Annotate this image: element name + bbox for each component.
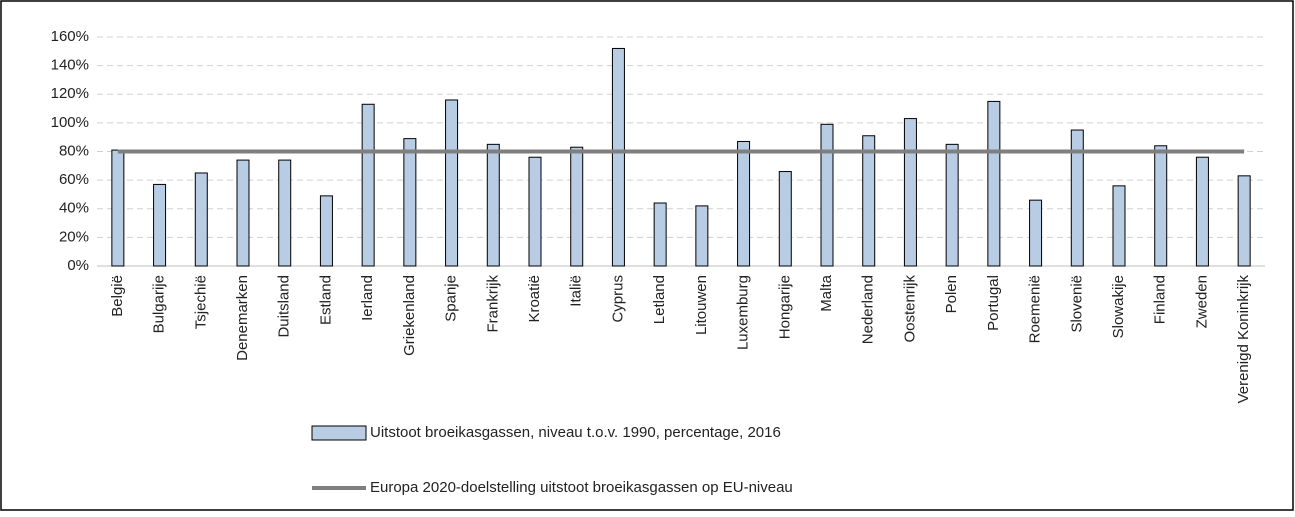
y-tick-label: 100% (51, 114, 89, 131)
y-tick-label: 60% (59, 171, 89, 188)
legend-label: Uitstoot broeikasgassen, niveau t.o.v. 1… (370, 424, 781, 441)
bar (319, 195, 333, 267)
x-tick-label: Duitsland (276, 275, 293, 338)
x-tick-label: Slowakije (1110, 275, 1127, 338)
bar (361, 103, 375, 267)
x-tick-label: Italië (568, 275, 585, 307)
x-tick-label: Denemarken (234, 275, 251, 361)
x-tick-label: Bulgarije (151, 275, 168, 333)
x-tick-label: Tsjechië (192, 275, 209, 329)
y-tick-label: 80% (59, 142, 89, 159)
x-tick-label: België (109, 275, 126, 317)
x-tick-label: Letland (651, 275, 668, 324)
x-tick-label: Verenigd Koninkrijk (1235, 275, 1252, 404)
bar (820, 123, 834, 267)
x-tick-label: Ierland (359, 275, 376, 321)
bar (737, 140, 751, 267)
y-tick-label: 140% (51, 57, 89, 74)
bar (278, 159, 292, 267)
bar (1154, 145, 1168, 267)
bar (1195, 156, 1209, 267)
y-tick-label: 120% (51, 85, 89, 102)
bar (111, 149, 125, 267)
x-tick-label: Hongarije (776, 275, 793, 339)
bar (611, 47, 625, 267)
x-tick-label: Zweden (1193, 275, 1210, 328)
x-tick-label: Portugal (985, 275, 1002, 331)
bar (194, 172, 208, 267)
bar (153, 183, 167, 267)
x-tick-label: Cyprus (609, 275, 626, 323)
x-tick-label: Spanje (443, 275, 460, 322)
x-tick-label: Frankrijk (484, 275, 501, 333)
bar (528, 156, 542, 267)
bar (486, 143, 500, 267)
legend-swatch (311, 425, 367, 441)
x-tick-label: Griekenland (401, 275, 418, 356)
bar (653, 202, 667, 267)
bar (445, 99, 459, 267)
x-tick-label: Kroatië (526, 275, 543, 323)
x-tick-label: Litouwen (693, 275, 710, 335)
bar (570, 146, 584, 267)
bar (862, 135, 876, 267)
bar (695, 205, 709, 267)
bar (1070, 129, 1084, 267)
x-tick-label: Estland (317, 275, 334, 325)
y-tick-label: 40% (59, 200, 89, 217)
bar (1029, 199, 1043, 267)
y-tick-label: 0% (67, 257, 89, 274)
bar (903, 118, 917, 267)
y-tick-label: 20% (59, 228, 89, 245)
bar (1237, 175, 1251, 267)
x-tick-label: Malta (818, 274, 835, 311)
bar (987, 100, 1001, 267)
y-tick-label: 160% (51, 28, 89, 45)
bar (236, 159, 250, 267)
x-tick-label: Nederland (860, 275, 877, 344)
x-tick-label: Slovenië (1068, 275, 1085, 333)
bar (403, 138, 417, 267)
bar (778, 171, 792, 267)
bar (945, 143, 959, 267)
x-tick-label: Luxemburg (735, 275, 752, 350)
legend-label: Europa 2020-doelstelling uitstoot broeik… (370, 479, 793, 496)
x-tick-label: Finland (1152, 275, 1169, 324)
x-tick-label: Oostenrijk (901, 275, 918, 343)
bar (1112, 185, 1126, 267)
x-tick-label: Polen (943, 275, 960, 313)
x-tick-label: Roemenië (1027, 275, 1044, 343)
